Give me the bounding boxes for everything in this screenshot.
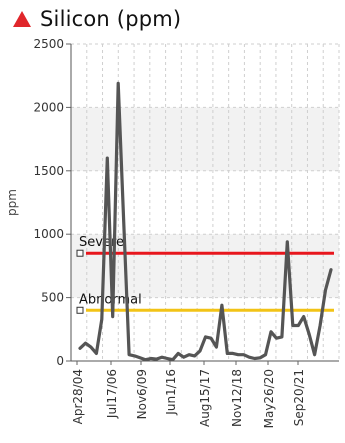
y-tick-label: 0 (56, 354, 64, 368)
y-tick-label: 1500 (33, 164, 64, 178)
threshold-label-severe: Severe (79, 235, 124, 250)
warning-triangle-icon (13, 11, 31, 27)
y-tick-label: 1000 (33, 227, 64, 241)
x-tick-label: Jul17/06 (105, 369, 119, 419)
data-series-line (78, 81, 333, 362)
y-axis-label: ppm (5, 189, 19, 216)
background-band (71, 107, 339, 171)
y-tick-label: 500 (41, 291, 64, 305)
threshold-marker-abnormal (76, 306, 84, 314)
x-tick-label: May26/20 (262, 369, 276, 428)
x-tick-label: Nov6/09 (135, 369, 149, 419)
threshold-marker-severe (76, 249, 84, 257)
y-tick-label: 2000 (33, 100, 64, 114)
x-tick-label: Aug15/17 (198, 369, 212, 427)
x-tick-label: Apr28/04 (71, 369, 85, 424)
chart-title-row: Silicon (ppm) (12, 4, 181, 34)
x-tick-label: Jun1/16 (164, 369, 178, 416)
x-tick-label: Sep20/21 (292, 369, 306, 426)
y-tick-label: 2500 (33, 37, 64, 51)
chart-title: Silicon (ppm) (40, 7, 182, 31)
x-tick-label: Nov12/18 (230, 369, 244, 427)
